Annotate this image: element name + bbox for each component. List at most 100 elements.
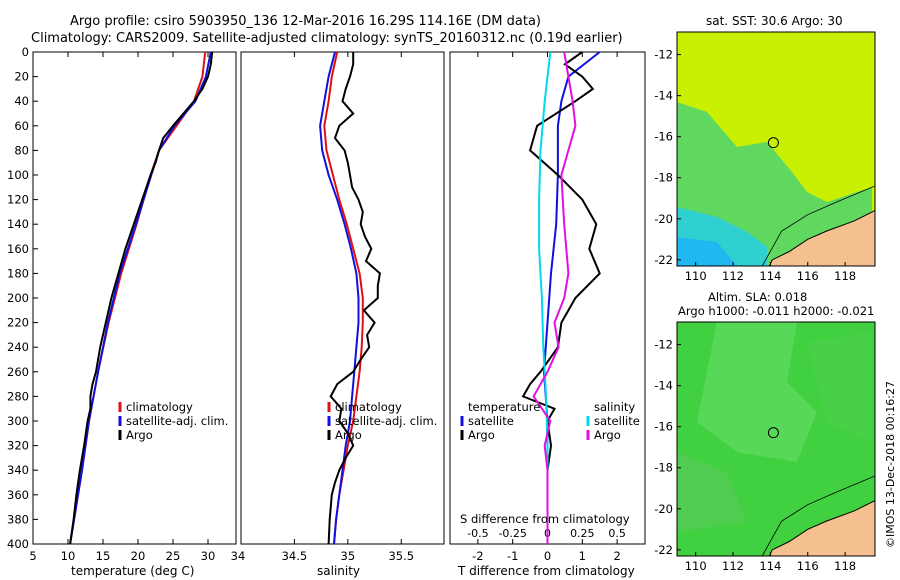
lat-tick-label: -20 — [654, 212, 673, 226]
depth-tick-label: 360 — [7, 488, 29, 502]
lon-tick-label: 114 — [759, 559, 781, 573]
salinity-legend: climatology satellite-adj. clim. Argo — [327, 400, 437, 442]
legend-satellite-label: satellite-adj. clim. — [126, 414, 228, 428]
difference-x-axis: -2 -1 0 1 2-0.5 -0.25 0 0.25 0.5 — [467, 52, 626, 563]
imos-watermark: ©IMOS 13-Dec-2018 00:16:27 — [884, 381, 897, 548]
depth-tick-label: 340 — [7, 463, 29, 477]
temperature-series — [69, 51, 214, 545]
x-tick-label: 10 — [61, 549, 76, 563]
lon-tick-label: 110 — [685, 269, 707, 283]
sst-map-title: sat. SST: 30.6 Argo: 30 — [706, 14, 843, 28]
lon-tick-label: 112 — [722, 559, 744, 573]
depth-tick-label: 400 — [7, 537, 29, 551]
depth-tick-label: 0 — [22, 45, 29, 59]
legend-sal-satellite-label: satellite — [594, 414, 640, 428]
header-line-1: Argo profile: csiro 5903950_136 12-Mar-2… — [70, 14, 541, 29]
lon-tick-label: 116 — [797, 269, 819, 283]
depth-tick-label: 160 — [7, 242, 29, 256]
s-difference-label: S difference from climatology — [460, 512, 630, 526]
x-tick-label: 34 — [231, 549, 246, 563]
lon-tick-label: 114 — [759, 269, 781, 283]
x-tick-label: -2 — [472, 549, 483, 563]
lat-tick-label: -20 — [654, 502, 673, 516]
x-tick-label: 30 — [201, 549, 216, 563]
salinity-panel: 34.5 35 35.5 34 climatology satellite-adj. … — [231, 51, 445, 578]
temperature-plot-frame — [32, 51, 237, 545]
depth-tick-label: 260 — [7, 365, 29, 379]
sla-map: 110 112 114 116 118 -12 -14 -16 -18 -20 -22 — [654, 321, 876, 573]
legend-temp-satellite-label: satellite — [468, 414, 514, 428]
depth-tick-label: 180 — [7, 266, 29, 280]
depth-tick-label: 220 — [7, 316, 29, 330]
map-field — [677, 32, 875, 266]
map-frame — [676, 31, 876, 267]
map-frame — [676, 321, 876, 557]
sla-patch-low — [677, 452, 747, 532]
sst-map-panel: sat. SST: 30.6 Argo: 30 110 112 114 116 118 -… — [654, 14, 876, 283]
x-tick-label: 34.5 — [282, 549, 308, 563]
salinity-x-axis: 34.5 35 35.5 34 — [231, 52, 414, 563]
land-area — [768, 500, 875, 556]
t-difference-xlabel: T difference from climatology — [457, 564, 635, 578]
argo-position-marker — [767, 427, 779, 439]
lat-tick-label: -12 — [654, 48, 673, 62]
lat-tick-label: -22 — [654, 543, 673, 557]
lat-tick-label: -14 — [654, 89, 673, 103]
depth-tick-label: 40 — [14, 94, 29, 108]
depth-tick-label: 80 — [14, 143, 29, 157]
x-tick-label: 5 — [29, 549, 36, 563]
lon-tick-label: 110 — [685, 559, 707, 573]
lat-tick-label: -12 — [654, 338, 673, 352]
lon-tick-label: 116 — [797, 559, 819, 573]
argo-position-marker — [767, 137, 779, 149]
sla-map-panel: Altim. SLA: 0.018 Argo h1000: -0.011 h20… — [654, 290, 876, 573]
depth-tick-label: 60 — [14, 119, 29, 133]
difference-series — [521, 51, 601, 544]
x-tick-label: 20 — [131, 549, 146, 563]
lat-tick-label: -16 — [654, 130, 673, 144]
x-tick-label: 25 — [166, 549, 181, 563]
depth-tick-label: 280 — [7, 389, 29, 403]
legend-argo-label: Argo — [126, 428, 153, 442]
map-field — [677, 322, 875, 556]
legend-temp-argo-label: Argo — [468, 428, 495, 442]
secondary-tick-label: 0.25 — [570, 527, 595, 540]
depth-contour — [761, 185, 875, 266]
legend-salinity-title: salinity — [594, 400, 635, 414]
x-tick-label: 35 — [341, 549, 356, 563]
legend-satellite-label: satellite-adj. clim. — [335, 414, 437, 428]
legend-argo-label: Argo — [335, 428, 362, 442]
depth-tick-label: 240 — [7, 340, 29, 354]
lon-tick-label: 118 — [834, 559, 856, 573]
temperature-legend: climatology satellite-adj. clim. Argo — [118, 400, 228, 442]
sst-map: 110 112 114 116 118 -12 -14 -16 -18 -20 -22 — [654, 31, 876, 283]
sla-patch — [697, 322, 817, 462]
series-line-salinity-argo — [532, 51, 577, 544]
salinity-series — [319, 51, 381, 545]
lat-tick-label: -14 — [654, 379, 673, 393]
series-line-climatology — [323, 51, 364, 545]
temperature-x-axis: 5 10 15 20 25 30 — [29, 52, 237, 563]
depth-tick-label: 20 — [14, 70, 29, 84]
depth-tick-label: 200 — [7, 291, 29, 305]
temperature-panel: 0 20 40 60 80 100 120 140 160 180 200 220 240 260 280 3… — [7, 45, 237, 578]
legend-climatology-label: climatology — [335, 400, 402, 414]
lat-tick-label: -22 — [654, 253, 673, 267]
sla-map-subtitle: Argo h1000: -0.011 h2000: -0.021 — [678, 304, 874, 318]
depth-tick-label: 100 — [7, 168, 29, 182]
x-tick-label: 2 — [613, 549, 620, 563]
series-line-argo — [327, 52, 381, 545]
depth-contour — [761, 475, 875, 556]
secondary-tick-label: 0.5 — [608, 527, 626, 540]
temperature-xlabel: temperature (deg C) — [71, 564, 194, 578]
lat-tick-label: -18 — [654, 171, 673, 185]
legend-climatology-label: climatology — [126, 400, 193, 414]
series-line-temperature-argo — [521, 51, 601, 544]
header-line-2: Climatology: CARS2009. Satellite-adjuste… — [31, 31, 623, 46]
cold-water-patch — [677, 237, 737, 266]
secondary-tick-label: -0.5 — [467, 527, 488, 540]
x-tick-label: 1 — [579, 549, 586, 563]
lon-tick-label: 112 — [722, 269, 744, 283]
depth-tick-label: 140 — [7, 217, 29, 231]
